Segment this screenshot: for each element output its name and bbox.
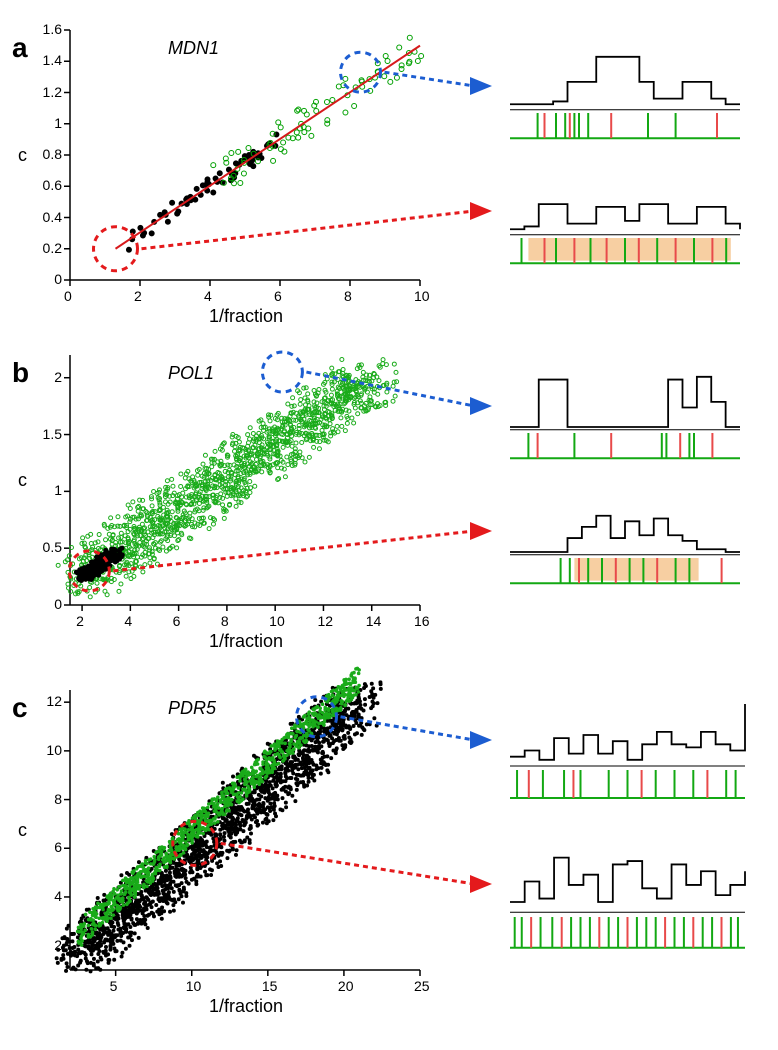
figure-root: 024681000.20.40.60.811.21.41.6c1/fractio… bbox=[0, 0, 778, 1050]
inset-c-bottom bbox=[510, 840, 745, 950]
inset-c-top bbox=[510, 700, 745, 800]
